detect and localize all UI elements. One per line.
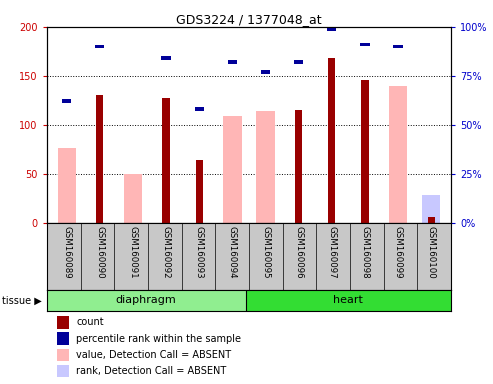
Text: GSM160090: GSM160090 — [95, 226, 105, 279]
Bar — [360, 43, 370, 46]
Bar — [223, 116, 242, 223]
Bar — [361, 80, 369, 223]
Text: count: count — [76, 318, 104, 328]
Bar — [422, 195, 440, 223]
Text: GSM160092: GSM160092 — [162, 226, 171, 279]
Text: GSM160089: GSM160089 — [62, 226, 71, 279]
Bar — [295, 110, 302, 223]
Title: GDS3224 / 1377048_at: GDS3224 / 1377048_at — [176, 13, 322, 26]
Text: GSM160091: GSM160091 — [129, 226, 138, 279]
Bar — [427, 217, 435, 223]
Text: percentile rank within the sample: percentile rank within the sample — [76, 334, 242, 344]
Bar — [294, 60, 303, 64]
Text: GSM160099: GSM160099 — [393, 226, 403, 278]
Text: GSM160098: GSM160098 — [360, 226, 369, 279]
Text: diaphragm: diaphragm — [116, 295, 176, 306]
Bar — [62, 99, 71, 103]
Bar — [58, 148, 76, 223]
Text: GSM160097: GSM160097 — [327, 226, 336, 279]
Bar — [328, 58, 335, 223]
Bar — [228, 60, 237, 64]
Bar — [327, 27, 336, 31]
Bar — [163, 98, 170, 223]
Bar — [196, 160, 203, 223]
Text: GSM160094: GSM160094 — [228, 226, 237, 279]
Bar — [162, 56, 171, 60]
Bar — [124, 174, 142, 223]
Text: GSM160100: GSM160100 — [427, 226, 436, 279]
Text: heart: heart — [333, 295, 363, 306]
Bar — [256, 111, 275, 223]
Text: tissue ▶: tissue ▶ — [2, 295, 42, 306]
Bar — [195, 107, 204, 111]
Bar — [47, 290, 246, 311]
Text: GSM160093: GSM160093 — [195, 226, 204, 279]
Text: GSM160096: GSM160096 — [294, 226, 303, 279]
Bar — [261, 70, 270, 74]
Text: value, Detection Call = ABSENT: value, Detection Call = ABSENT — [76, 350, 232, 360]
Bar — [246, 290, 451, 311]
Bar — [96, 95, 104, 223]
Text: rank, Detection Call = ABSENT: rank, Detection Call = ABSENT — [76, 366, 227, 376]
Text: GSM160095: GSM160095 — [261, 226, 270, 279]
Bar — [95, 45, 105, 48]
Bar — [389, 86, 407, 223]
Bar — [393, 45, 403, 48]
